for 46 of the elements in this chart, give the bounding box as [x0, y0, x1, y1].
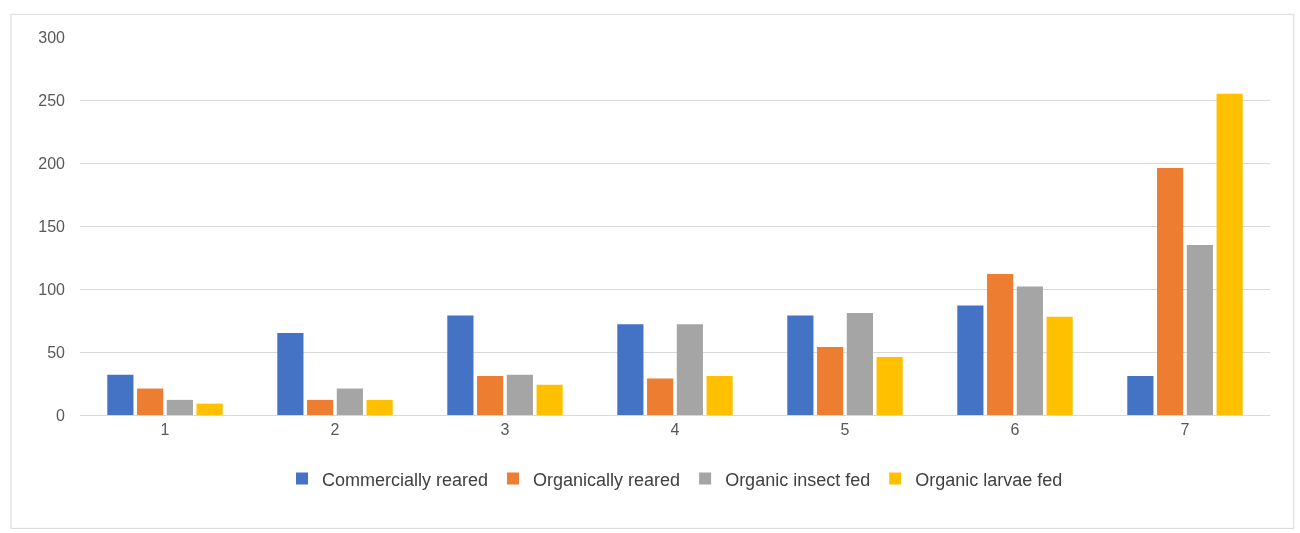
y-tick-label: 300 [38, 28, 66, 46]
bar [336, 388, 363, 415]
bar [307, 399, 334, 415]
bar [366, 399, 393, 415]
bar [1046, 316, 1073, 415]
y-tick-label: 250 [38, 91, 66, 109]
bar [846, 312, 873, 415]
x-tick-label: 7 [1180, 421, 1190, 439]
y-tick-label: 0 [56, 406, 66, 424]
bar [957, 305, 984, 415]
legend-label: Organic insect fed [725, 469, 871, 490]
bar [1016, 286, 1043, 415]
bar [987, 273, 1014, 415]
x-tick-label: 3 [500, 421, 510, 439]
legend-label: Organic larvae fed [915, 469, 1063, 490]
bar [1186, 244, 1213, 415]
bar [506, 374, 533, 415]
bar [876, 357, 903, 415]
bar [617, 324, 644, 415]
bar [107, 374, 134, 415]
legend-label: Organically reared [533, 469, 681, 490]
bar [676, 324, 703, 415]
bar [137, 388, 164, 415]
bar [1157, 168, 1184, 415]
bar [196, 403, 223, 415]
x-tick-label: 1 [160, 421, 170, 439]
bar [477, 375, 504, 415]
x-tick-label: 2 [330, 421, 340, 439]
y-tick-label: 50 [47, 343, 66, 361]
bar [277, 333, 304, 415]
bar [1216, 93, 1243, 415]
x-tick-label: 5 [840, 421, 850, 439]
y-tick-label: 200 [38, 154, 66, 172]
y-tick-label: 100 [38, 280, 66, 298]
y-tick-label: 150 [38, 217, 66, 235]
bar [706, 375, 733, 415]
bar [1127, 375, 1154, 415]
bar [447, 315, 474, 415]
x-tick-label: 6 [1010, 421, 1020, 439]
bar [817, 346, 844, 415]
x-tick-label: 4 [670, 421, 680, 439]
bar [536, 384, 563, 415]
bar [166, 399, 193, 415]
bar [647, 378, 674, 415]
legend-label: Commercially reared [322, 469, 489, 490]
bar [787, 315, 814, 415]
